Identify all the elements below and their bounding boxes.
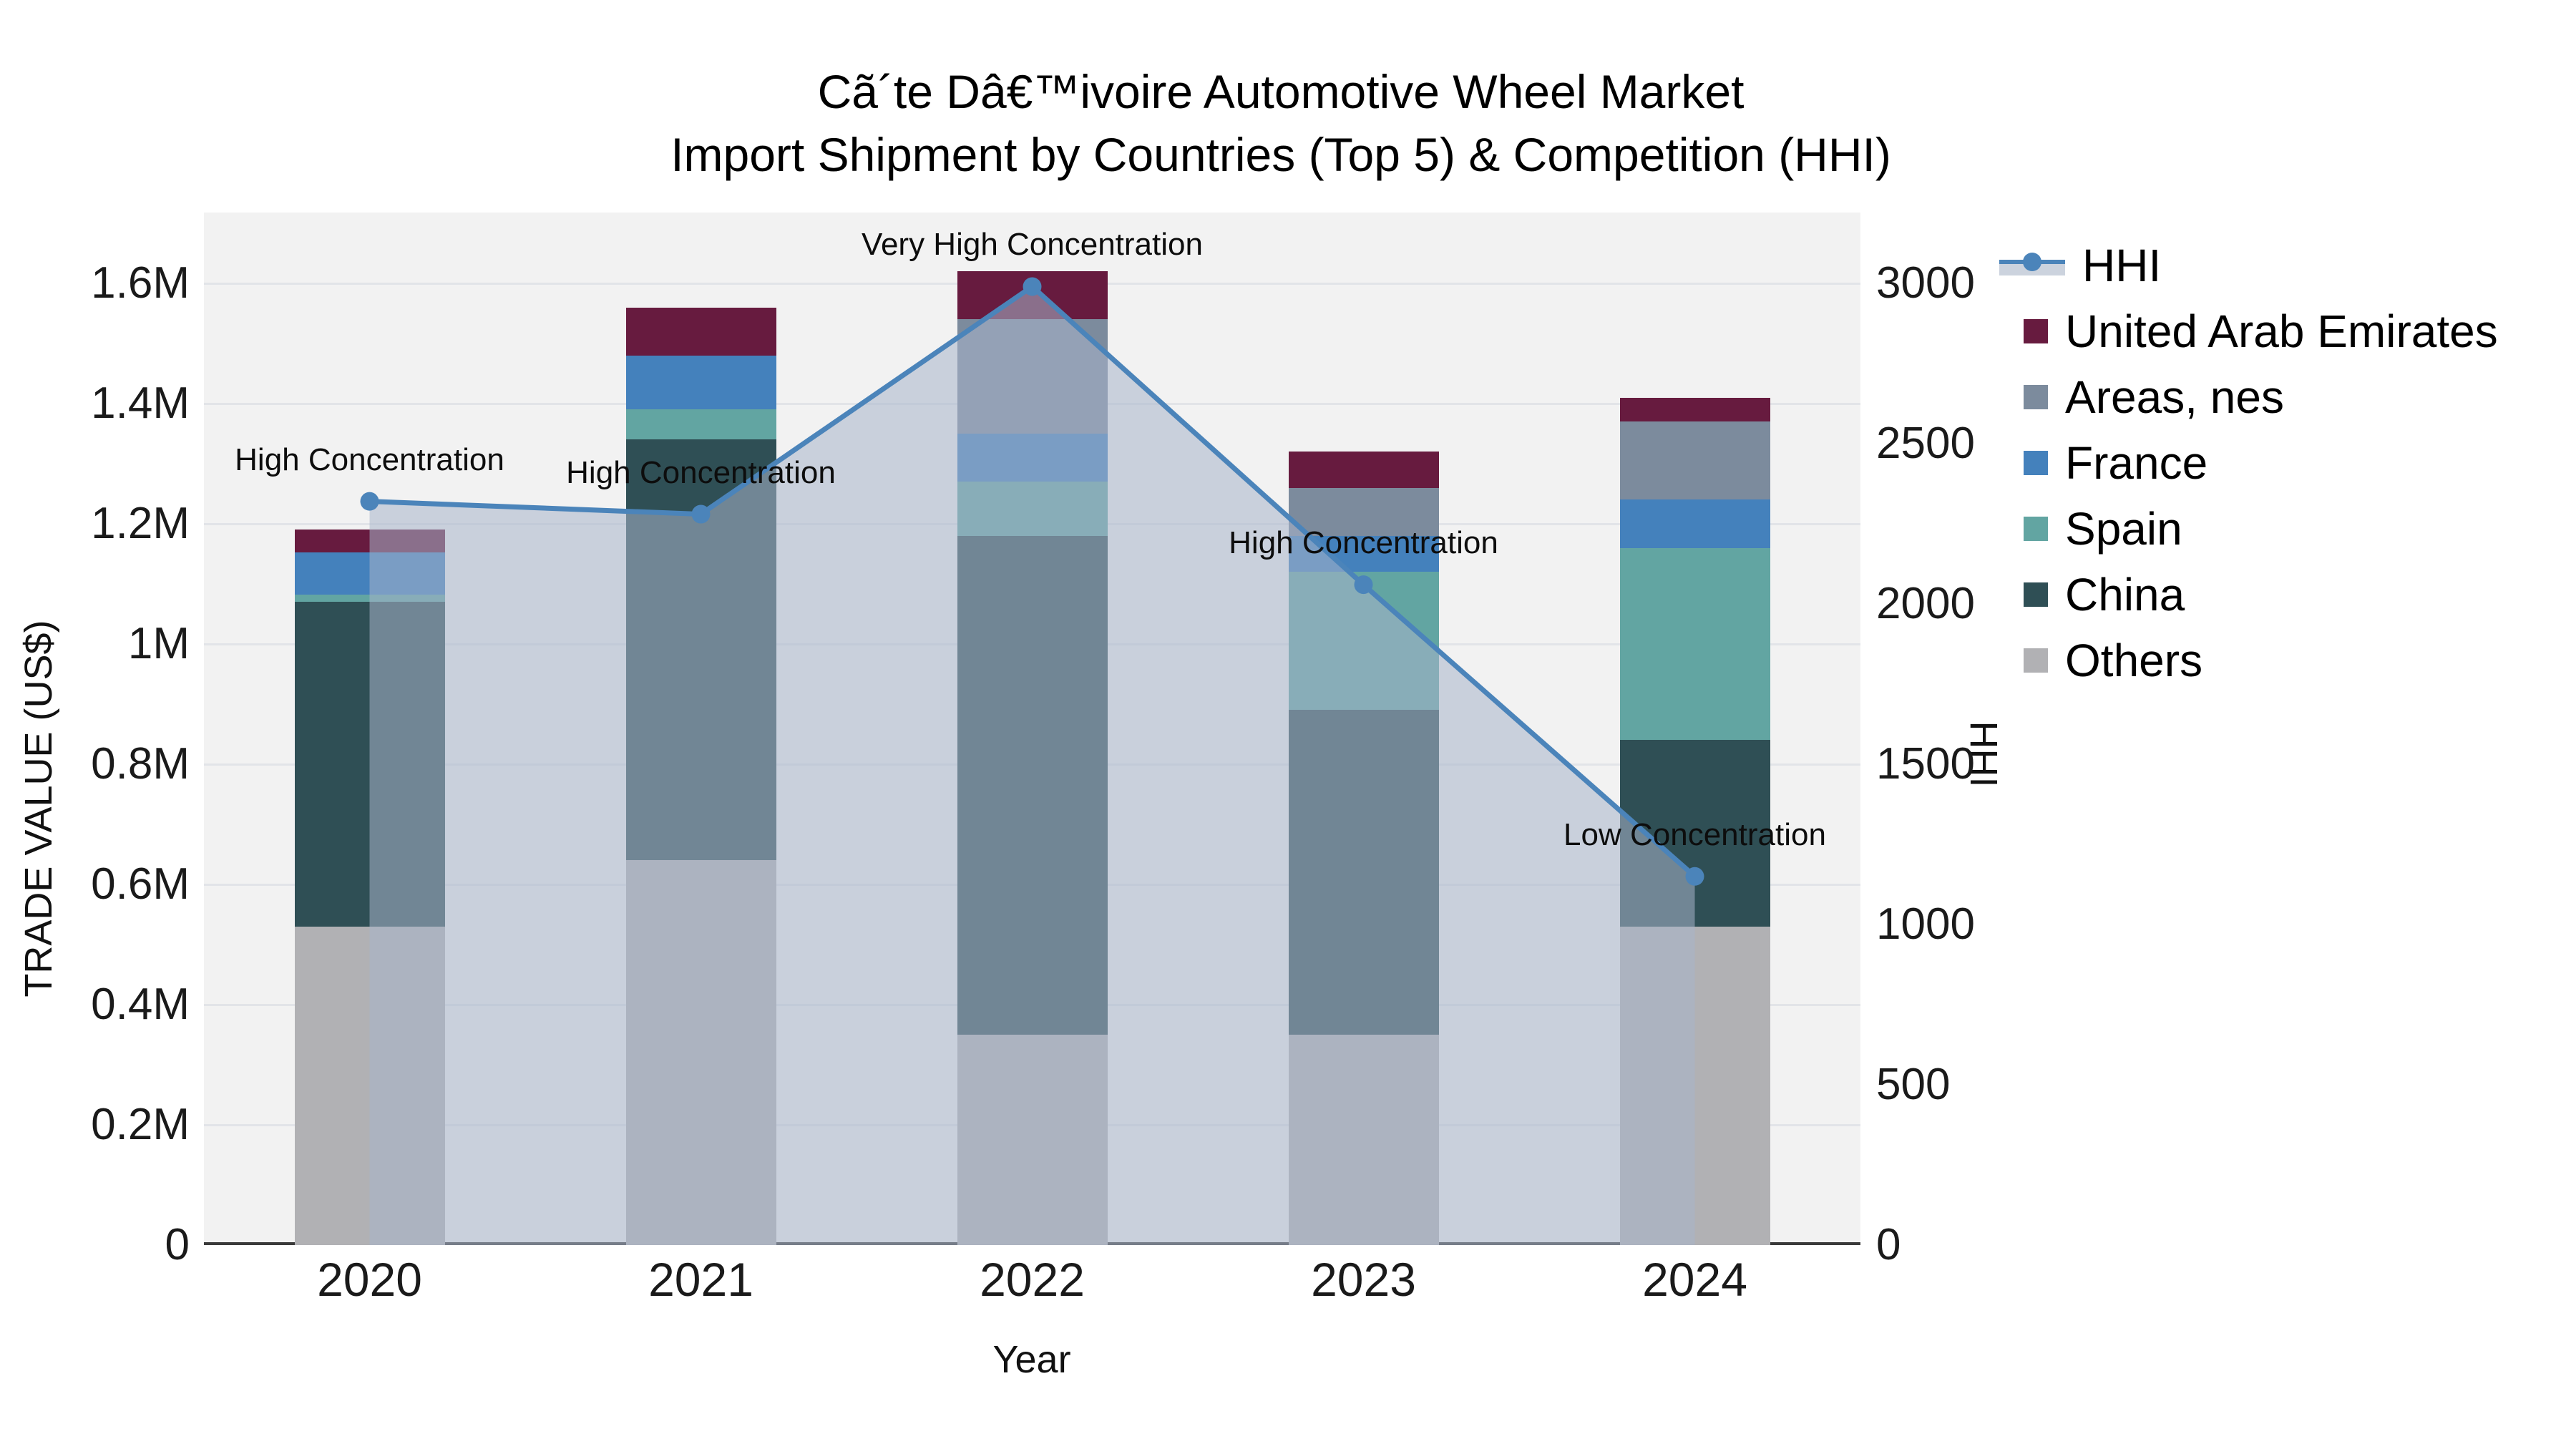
y-right-tick-1000: 1000: [1876, 899, 1975, 949]
legend-item-others: Others: [2024, 638, 2498, 683]
legend-swatch-icon: [2024, 517, 2048, 541]
y-right-tick-500: 500: [1876, 1060, 1951, 1109]
legend-swatch-icon: [2024, 451, 2048, 475]
annotation-2023: High Concentration: [1229, 525, 1498, 561]
legend-swatch-icon: [2024, 648, 2048, 673]
y-left-tick-0.8M: 0.8M: [91, 739, 190, 789]
bar-2023-areas-nes: [1288, 487, 1439, 536]
annotation-2021: High Concentration: [566, 454, 836, 490]
hhi-marker-2020: [360, 492, 379, 511]
y-right-tick-2000: 2000: [1876, 579, 1975, 628]
chart-title-line1: Cã´te Dâ€™ivoire Automotive Wheel Market: [817, 65, 1745, 118]
y-left-tick-0.6M: 0.6M: [91, 859, 190, 909]
legend-swatch-icon: [2024, 319, 2048, 343]
y-left-tick-0.4M: 0.4M: [91, 980, 190, 1029]
y-right-tick-2500: 2500: [1876, 419, 1975, 468]
legend: HHI United Arab Emirates Areas, nes France S…: [1999, 240, 2498, 683]
y-right-tick-3000: 3000: [1876, 258, 1975, 308]
legend-item-hhi: HHI: [1999, 240, 2498, 291]
legend-label: China: [2065, 569, 2185, 620]
hhi-swatch-marker: [2023, 253, 2041, 271]
legend-label: France: [2065, 437, 2208, 489]
chart-title-line2: Import Shipment by Countries (Top 5) & C…: [670, 128, 1891, 181]
x-tick-2022: 2022: [980, 1253, 1085, 1306]
chart-title: Cã´te Dâ€™ivoire Automotive Wheel Market…: [0, 60, 2562, 186]
bar-2024-areas-nes: [1619, 421, 1770, 500]
y-left-tick-1.4M: 1.4M: [91, 379, 190, 428]
y-right-tick-0: 0: [1876, 1220, 1901, 1269]
x-tick-2020: 2020: [317, 1253, 422, 1306]
bar-2023-united-arab-emirates: [1288, 452, 1439, 488]
x-tick-2024: 2024: [1642, 1253, 1747, 1306]
bar-2021-france: [625, 355, 776, 410]
hhi-marker-2024: [1685, 867, 1704, 886]
annotation-2024: Low Concentration: [1563, 816, 1826, 852]
y-left-tick-1M: 1M: [127, 619, 190, 668]
y-left-tick-1.2M: 1.2M: [91, 499, 190, 548]
legend-label: HHI: [2082, 240, 2162, 291]
legend-swatch-icon: [2024, 582, 2048, 607]
annotation-2022: Very High Concentration: [862, 227, 1203, 263]
y-left-tick-1.6M: 1.6M: [91, 258, 190, 308]
x-axis-title: Year: [992, 1338, 1071, 1381]
legend-item-france: France: [2024, 440, 2498, 486]
y-left-tick-0.2M: 0.2M: [91, 1100, 190, 1149]
bar-2021-united-arab-emirates: [625, 307, 776, 356]
hhi-area-fill: [369, 286, 1695, 1246]
legend-swatch-icon: [2024, 385, 2048, 409]
x-tick-2021: 2021: [648, 1253, 753, 1306]
plot-area: [204, 213, 1860, 1246]
legend-item-areas-nes: Areas, nes: [2024, 374, 2498, 420]
y-left-tick-0: 0: [165, 1220, 190, 1269]
legend-label: United Arab Emirates: [2065, 306, 2498, 357]
bar-2024-france: [1619, 499, 1770, 548]
bar-2024-united-arab-emirates: [1619, 397, 1770, 422]
hhi-marker-2023: [1354, 575, 1373, 595]
bar-2021-spain: [625, 409, 776, 440]
y-right-tick-1500: 1500: [1876, 739, 1975, 789]
annotation-2020: High Concentration: [235, 441, 504, 477]
legend-label: Spain: [2065, 503, 2182, 555]
legend-item-united-arab-emirates: United Arab Emirates: [2024, 308, 2498, 354]
hhi-line-swatch-icon: [1999, 253, 2065, 276]
legend-label: Areas, nes: [2065, 371, 2284, 423]
hhi-line-overlay: [360, 277, 1704, 1246]
legend-label: Others: [2065, 635, 2203, 686]
bar-2024-spain: [1619, 547, 1770, 741]
legend-item-spain: Spain: [2024, 506, 2498, 552]
hhi-marker-2021: [691, 504, 711, 524]
hhi-marker-2022: [1023, 277, 1042, 296]
x-tick-2023: 2023: [1311, 1253, 1416, 1306]
legend-item-china: China: [2024, 572, 2498, 618]
